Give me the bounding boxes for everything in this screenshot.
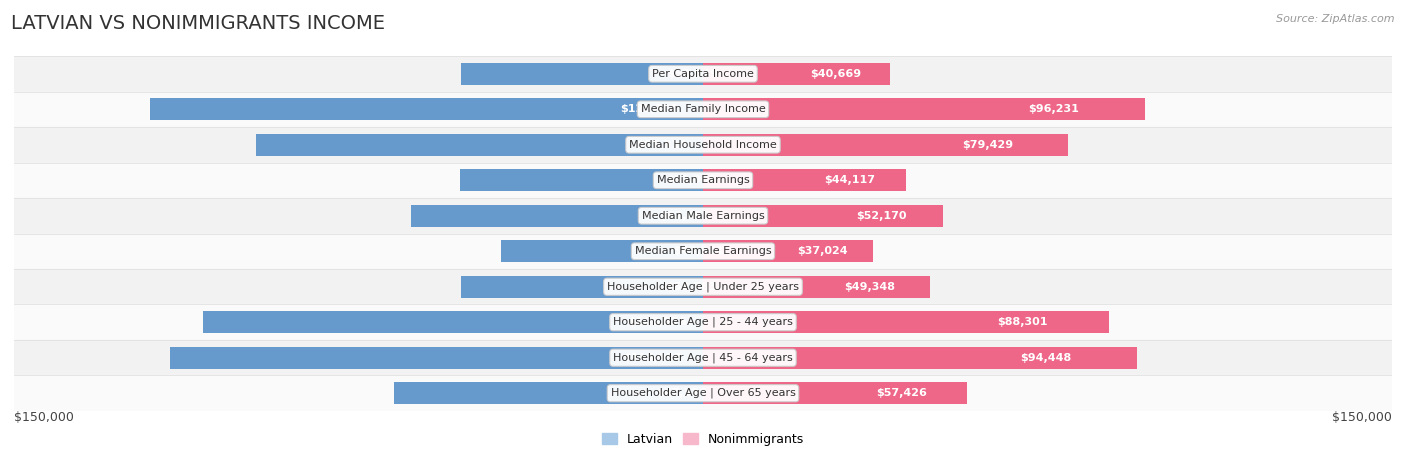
Text: Householder Age | 45 - 64 years: Householder Age | 45 - 64 years bbox=[613, 353, 793, 363]
Text: $97,311: $97,311 bbox=[636, 140, 686, 150]
Bar bbox=[703, 240, 873, 262]
Bar bbox=[14, 375, 1392, 411]
Text: Median Male Earnings: Median Male Earnings bbox=[641, 211, 765, 221]
Text: Householder Age | Under 25 years: Householder Age | Under 25 years bbox=[607, 282, 799, 292]
Text: $37,024: $37,024 bbox=[797, 246, 848, 256]
Bar bbox=[256, 134, 703, 156]
Text: Per Capita Income: Per Capita Income bbox=[652, 69, 754, 79]
Text: $94,448: $94,448 bbox=[1021, 353, 1071, 363]
Bar bbox=[703, 382, 967, 404]
Text: $150,000: $150,000 bbox=[14, 411, 75, 424]
Bar bbox=[703, 98, 1144, 120]
Bar bbox=[14, 198, 1392, 234]
Bar bbox=[460, 169, 703, 191]
Text: LATVIAN VS NONIMMIGRANTS INCOME: LATVIAN VS NONIMMIGRANTS INCOME bbox=[11, 14, 385, 33]
Bar bbox=[703, 169, 905, 191]
Bar bbox=[501, 240, 703, 262]
Text: $150,000: $150,000 bbox=[1331, 411, 1392, 424]
Text: Householder Age | Over 65 years: Householder Age | Over 65 years bbox=[610, 388, 796, 398]
Bar bbox=[14, 92, 1392, 127]
Text: Median Household Income: Median Household Income bbox=[628, 140, 778, 150]
Bar bbox=[14, 340, 1392, 375]
Bar bbox=[703, 63, 890, 85]
Text: $52,783: $52,783 bbox=[666, 282, 717, 292]
Bar bbox=[14, 56, 1392, 92]
Text: $63,498: $63,498 bbox=[659, 211, 710, 221]
Bar bbox=[703, 134, 1067, 156]
Text: $52,649: $52,649 bbox=[666, 69, 717, 79]
Text: $120,301: $120,301 bbox=[620, 104, 678, 114]
Bar bbox=[14, 127, 1392, 163]
Text: $115,957: $115,957 bbox=[623, 353, 682, 363]
Bar bbox=[14, 163, 1392, 198]
Text: $67,326: $67,326 bbox=[657, 388, 707, 398]
Text: Median Family Income: Median Family Income bbox=[641, 104, 765, 114]
Bar bbox=[14, 269, 1392, 304]
Text: $108,926: $108,926 bbox=[628, 317, 686, 327]
Bar bbox=[202, 311, 703, 333]
Bar bbox=[703, 311, 1108, 333]
Bar bbox=[461, 276, 703, 298]
Text: $96,231: $96,231 bbox=[1028, 104, 1078, 114]
Text: $44,117: $44,117 bbox=[824, 175, 875, 185]
Text: Median Earnings: Median Earnings bbox=[657, 175, 749, 185]
Legend: Latvian, Nonimmigrants: Latvian, Nonimmigrants bbox=[596, 428, 810, 451]
Bar bbox=[703, 276, 929, 298]
Bar bbox=[394, 382, 703, 404]
Text: $43,941: $43,941 bbox=[672, 246, 724, 256]
Bar bbox=[412, 205, 703, 227]
Text: $52,170: $52,170 bbox=[856, 211, 907, 221]
Bar bbox=[461, 63, 703, 85]
Text: $49,348: $49,348 bbox=[845, 282, 896, 292]
Text: Householder Age | 25 - 44 years: Householder Age | 25 - 44 years bbox=[613, 317, 793, 327]
Text: $88,301: $88,301 bbox=[997, 317, 1047, 327]
Bar bbox=[14, 304, 1392, 340]
Bar bbox=[14, 234, 1392, 269]
Text: Median Female Earnings: Median Female Earnings bbox=[634, 246, 772, 256]
Bar bbox=[150, 98, 703, 120]
Bar bbox=[703, 347, 1137, 369]
Text: $53,001: $53,001 bbox=[666, 175, 717, 185]
Text: $40,669: $40,669 bbox=[811, 69, 862, 79]
Text: $79,429: $79,429 bbox=[962, 140, 1014, 150]
Text: Source: ZipAtlas.com: Source: ZipAtlas.com bbox=[1277, 14, 1395, 24]
Bar bbox=[170, 347, 703, 369]
Bar bbox=[703, 205, 942, 227]
Text: $57,426: $57,426 bbox=[876, 388, 927, 398]
